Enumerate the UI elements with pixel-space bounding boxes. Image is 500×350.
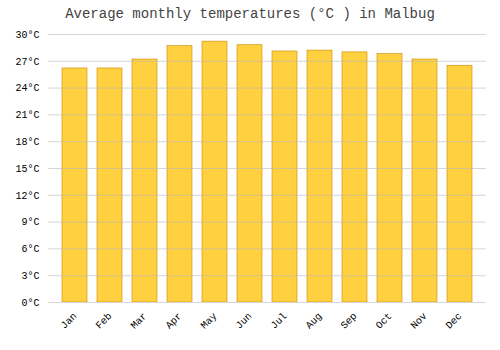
- svg-text:Jan: Jan: [59, 311, 80, 332]
- svg-text:6°C: 6°C: [21, 244, 39, 255]
- svg-text:Nov: Nov: [409, 311, 430, 332]
- svg-text:18°C: 18°C: [15, 137, 39, 148]
- svg-text:May: May: [199, 311, 220, 332]
- svg-text:Mar: Mar: [129, 311, 150, 332]
- svg-text:Sep: Sep: [339, 311, 360, 332]
- svg-text:21°C: 21°C: [15, 110, 39, 121]
- svg-text:Dec: Dec: [444, 311, 465, 332]
- svg-text:Aug: Aug: [304, 311, 325, 332]
- html-text:Average monthly temperatures (: Average monthly temperatures (°C ) in Ma…: [65, 6, 435, 22]
- svg-text:Apr: Apr: [164, 311, 185, 332]
- svg-text:Oct: Oct: [374, 311, 395, 332]
- svg-text:30°C: 30°C: [15, 30, 39, 41]
- svg-text:Jun: Jun: [234, 311, 255, 332]
- svg-text:15°C: 15°C: [15, 164, 39, 175]
- svg-text:3°C: 3°C: [21, 271, 39, 282]
- svg-text:24°C: 24°C: [15, 83, 39, 94]
- svg-text:Jul: Jul: [269, 311, 290, 332]
- svg-text:27°C: 27°C: [15, 57, 39, 68]
- svg-text:0°C: 0°C: [21, 298, 39, 309]
- svg-text:12°C: 12°C: [15, 191, 39, 202]
- svg-text:9°C: 9°C: [21, 217, 39, 228]
- svg-text:Feb: Feb: [94, 311, 115, 332]
